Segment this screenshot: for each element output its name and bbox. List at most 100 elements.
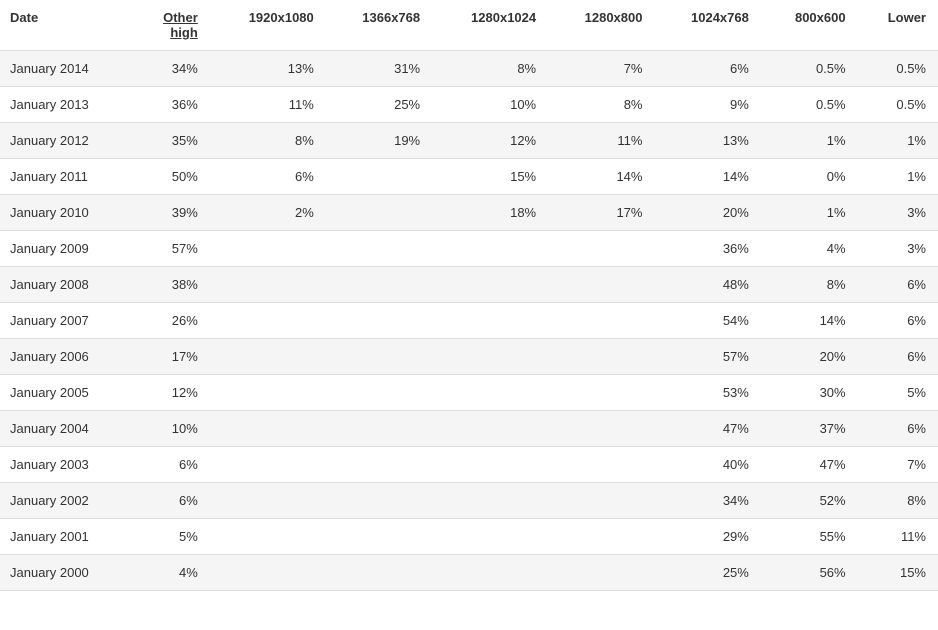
cell-lower: 1% <box>858 123 938 159</box>
cell-lower: 8% <box>858 483 938 519</box>
cell-1280x800 <box>548 231 654 267</box>
table-body: January 201434%13%31%8%7%6%0.5%0.5%Janua… <box>0 51 938 591</box>
cell-800x600: 14% <box>761 303 858 339</box>
cell-1280x1024: 15% <box>432 159 548 195</box>
cell-1024x768: 20% <box>654 195 760 231</box>
cell-1280x1024 <box>432 231 548 267</box>
cell-1280x1024 <box>432 375 548 411</box>
col-header-1920x1080: 1920x1080 <box>210 0 326 51</box>
cell-1280x1024 <box>432 339 548 375</box>
cell-1024x768: 48% <box>654 267 760 303</box>
table-row: January 201235%8%19%12%11%13%1%1% <box>0 123 938 159</box>
table-row: January 20026%34%52%8% <box>0 483 938 519</box>
cell-1024x768: 57% <box>654 339 760 375</box>
cell-1280x800: 17% <box>548 195 654 231</box>
col-header-link-line2[interactable]: high <box>144 25 198 40</box>
cell-1920x1080: 13% <box>210 51 326 87</box>
table-row: January 20036%40%47%7% <box>0 447 938 483</box>
cell-1024x768: 9% <box>654 87 760 123</box>
cell-1280x800 <box>548 483 654 519</box>
cell-date: January 2010 <box>0 195 134 231</box>
col-header-800x600: 800x600 <box>761 0 858 51</box>
table-row: January 201336%11%25%10%8%9%0.5%0.5% <box>0 87 938 123</box>
cell-other_high: 12% <box>134 375 210 411</box>
cell-1280x1024: 10% <box>432 87 548 123</box>
col-header-link-line1[interactable]: Other <box>144 10 198 25</box>
table-row: January 200726%54%14%6% <box>0 303 938 339</box>
cell-other_high: 39% <box>134 195 210 231</box>
cell-lower: 15% <box>858 555 938 591</box>
cell-other_high: 50% <box>134 159 210 195</box>
table-row: January 200617%57%20%6% <box>0 339 938 375</box>
cell-other_high: 5% <box>134 519 210 555</box>
col-header-1280x1024: 1280x1024 <box>432 0 548 51</box>
cell-1024x768: 47% <box>654 411 760 447</box>
cell-1024x768: 34% <box>654 483 760 519</box>
cell-date: January 2002 <box>0 483 134 519</box>
cell-800x600: 1% <box>761 123 858 159</box>
cell-1024x768: 36% <box>654 231 760 267</box>
table-header: DateOtherhigh1920x10801366x7681280x10241… <box>0 0 938 51</box>
cell-date: January 2009 <box>0 231 134 267</box>
col-header-other_high[interactable]: Otherhigh <box>134 0 210 51</box>
cell-1024x768: 6% <box>654 51 760 87</box>
cell-1920x1080 <box>210 411 326 447</box>
table-row: January 200838%48%8%6% <box>0 267 938 303</box>
cell-1920x1080 <box>210 483 326 519</box>
cell-1920x1080 <box>210 555 326 591</box>
table-row: January 200957%36%4%3% <box>0 231 938 267</box>
table-row: January 20015%29%55%11% <box>0 519 938 555</box>
cell-1920x1080 <box>210 303 326 339</box>
cell-date: January 2000 <box>0 555 134 591</box>
cell-1920x1080: 2% <box>210 195 326 231</box>
cell-1280x1024: 18% <box>432 195 548 231</box>
cell-other_high: 26% <box>134 303 210 339</box>
table-row: January 200410%47%37%6% <box>0 411 938 447</box>
col-header-1280x800: 1280x800 <box>548 0 654 51</box>
cell-date: January 2013 <box>0 87 134 123</box>
cell-other_high: 38% <box>134 267 210 303</box>
cell-date: January 2005 <box>0 375 134 411</box>
cell-other_high: 57% <box>134 231 210 267</box>
cell-lower: 6% <box>858 411 938 447</box>
cell-1280x1024 <box>432 447 548 483</box>
cell-lower: 0.5% <box>858 51 938 87</box>
cell-other_high: 6% <box>134 447 210 483</box>
cell-other_high: 4% <box>134 555 210 591</box>
cell-date: January 2001 <box>0 519 134 555</box>
cell-1366x768: 19% <box>326 123 432 159</box>
cell-800x600: 20% <box>761 339 858 375</box>
table-row: January 200512%53%30%5% <box>0 375 938 411</box>
cell-1280x800 <box>548 339 654 375</box>
resolution-stats-table-wrapper: DateOtherhigh1920x10801366x7681280x10241… <box>0 0 938 591</box>
cell-date: January 2012 <box>0 123 134 159</box>
cell-lower: 5% <box>858 375 938 411</box>
cell-1280x1024 <box>432 411 548 447</box>
cell-lower: 7% <box>858 447 938 483</box>
cell-date: January 2007 <box>0 303 134 339</box>
cell-800x600: 0% <box>761 159 858 195</box>
cell-1024x768: 29% <box>654 519 760 555</box>
cell-1280x1024 <box>432 303 548 339</box>
cell-lower: 6% <box>858 303 938 339</box>
cell-date: January 2003 <box>0 447 134 483</box>
cell-1280x800: 11% <box>548 123 654 159</box>
cell-1280x1024 <box>432 483 548 519</box>
cell-1366x768 <box>326 159 432 195</box>
cell-1280x800 <box>548 519 654 555</box>
col-header-lower: Lower <box>858 0 938 51</box>
cell-1920x1080: 11% <box>210 87 326 123</box>
cell-1024x768: 40% <box>654 447 760 483</box>
col-header-date: Date <box>0 0 134 51</box>
cell-1366x768 <box>326 519 432 555</box>
table-row: January 201039%2%18%17%20%1%3% <box>0 195 938 231</box>
cell-other_high: 17% <box>134 339 210 375</box>
cell-lower: 6% <box>858 267 938 303</box>
table-row: January 201434%13%31%8%7%6%0.5%0.5% <box>0 51 938 87</box>
cell-1280x1024 <box>432 555 548 591</box>
cell-date: January 2011 <box>0 159 134 195</box>
cell-1366x768 <box>326 483 432 519</box>
col-header-1366x768: 1366x768 <box>326 0 432 51</box>
cell-1920x1080 <box>210 231 326 267</box>
cell-800x600: 4% <box>761 231 858 267</box>
